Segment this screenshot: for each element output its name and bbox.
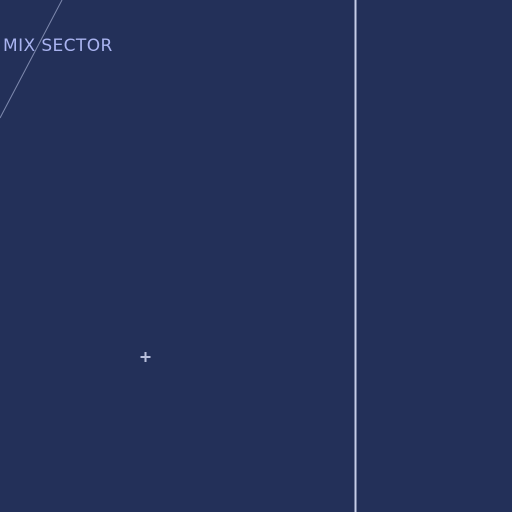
waypoint-marker[interactable] [140, 352, 151, 362]
sector-label: MIX SECTOR [3, 36, 113, 56]
plus-cross-icon [140, 352, 151, 362]
airway-line [0, 0, 63, 119]
